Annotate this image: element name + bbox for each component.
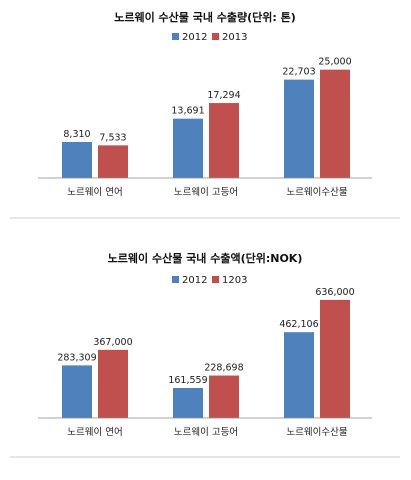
chart-value: 노르웨이 수산물 국내 수출액(단위:NOK) 2012 1203 283,30… — [38, 251, 372, 438]
category-label: 노르웨이수산물 — [286, 186, 347, 198]
legend-label-2013: 2013 — [222, 32, 247, 43]
bar-2012 — [173, 118, 203, 178]
data-label-2012: 22,703 — [282, 67, 315, 78]
legend-swatch-2012 — [172, 276, 179, 283]
bar-2012 — [284, 79, 314, 178]
chart-volume: 노르웨이 수산물 국내 수출량(단위: 톤) 2012 2013 8,310 13… — [38, 10, 372, 198]
category-label: 노르웨이 연어 — [67, 426, 122, 438]
legend-label-2012: 2012 — [182, 32, 207, 43]
legend-label-2012: 2012 — [182, 275, 207, 286]
bar-2012 — [284, 332, 314, 418]
bar-2012 — [173, 387, 203, 418]
data-label-2012: 462,106 — [279, 319, 318, 330]
data-label-2013: 25,000 — [318, 57, 351, 68]
data-label-2013: 7,533 — [99, 132, 126, 143]
category-label: 노르웨이 고등어 — [174, 186, 238, 198]
category-label: 노르웨이 고등어 — [174, 426, 238, 438]
legend-label-1203: 1203 — [222, 275, 247, 286]
data-label-2012: 8,310 — [63, 129, 90, 140]
chart-value-title: 노르웨이 수산물 국내 수출액(단위:NOK) — [108, 251, 303, 265]
bar-2013 — [209, 103, 239, 178]
data-label-1203: 367,000 — [93, 337, 132, 348]
bar-1203 — [320, 299, 350, 418]
data-label-2012: 161,559 — [168, 375, 207, 386]
data-label-2013: 17,294 — [207, 90, 240, 101]
legend-swatch-2012 — [172, 33, 179, 40]
category-label: 노르웨이 연어 — [67, 186, 122, 198]
category-label: 노르웨이수산물 — [286, 426, 347, 438]
chart-volume-title: 노르웨이 수산물 국내 수출량(단위: 톤) — [114, 10, 296, 24]
bar-2013 — [320, 69, 350, 178]
data-label-2012: 283,309 — [57, 352, 96, 363]
bar-2012 — [62, 141, 92, 178]
legend-swatch-1203 — [212, 276, 219, 283]
bar-1203 — [98, 349, 128, 418]
data-label-1203: 636,000 — [315, 287, 354, 298]
bar-1203 — [209, 375, 239, 418]
bar-2013 — [98, 145, 128, 178]
data-label-1203: 228,698 — [204, 363, 243, 374]
data-label-2012: 13,691 — [171, 106, 204, 117]
bar-2012 — [62, 365, 92, 418]
legend-swatch-2013 — [212, 33, 219, 40]
